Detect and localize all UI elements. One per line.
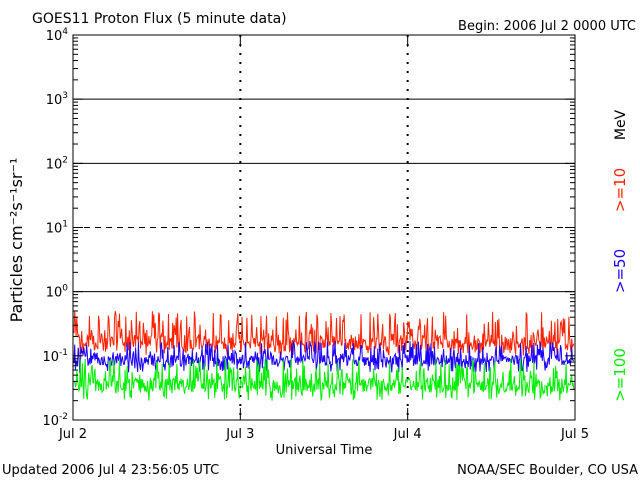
x-tick-label-1: Jul 3 (225, 427, 254, 442)
y-tick-label-2: 100 (46, 284, 69, 301)
y-tick-label-6: 104 (46, 27, 69, 44)
legend: >=10 >=50 >=100 (611, 168, 629, 402)
series-line-1 (73, 341, 575, 374)
series-line-0 (73, 311, 575, 356)
y-tick-label-4: 102 (46, 155, 68, 172)
y-tick-label-3: 101 (46, 220, 68, 237)
legend-entry-2: >=100 (611, 348, 629, 402)
y-tick-label-5: 103 (46, 91, 68, 108)
data-layer (73, 311, 575, 401)
x-tick-label-2: Jul 4 (393, 427, 422, 442)
legend-entry-1: >=50 (611, 249, 629, 293)
footer-credit: NOAA/SEC Boulder, CO USA (457, 463, 638, 478)
chart-title: GOES11 Proton Flux (5 minute data) (32, 11, 287, 27)
y-axis-label: Particles cm⁻²s⁻¹sr⁻¹ (7, 158, 26, 323)
x-tick-label-0: Jul 2 (58, 427, 87, 442)
grid-layer (73, 35, 575, 420)
y-tick-label-1: 10-1 (42, 348, 68, 365)
energy-unit-label: MeV (613, 109, 629, 140)
begin-label: Begin: 2006 Jul 2 0000 UTC (458, 19, 636, 34)
series-line-2 (73, 358, 575, 401)
x-tick-label-3: Jul 5 (560, 427, 589, 442)
legend-entry-0: >=10 (611, 168, 629, 212)
axis-layer: 10-2 10-1 100 101 102 103 104 Jul 2 Jul 3 Jul 4 Ju… (42, 27, 589, 442)
footer-updated: Updated 2006 Jul 4 23:56:05 UTC (2, 463, 219, 478)
y-tick-label-0: 10-2 (42, 412, 68, 429)
x-axis-label: Universal Time (276, 443, 373, 458)
